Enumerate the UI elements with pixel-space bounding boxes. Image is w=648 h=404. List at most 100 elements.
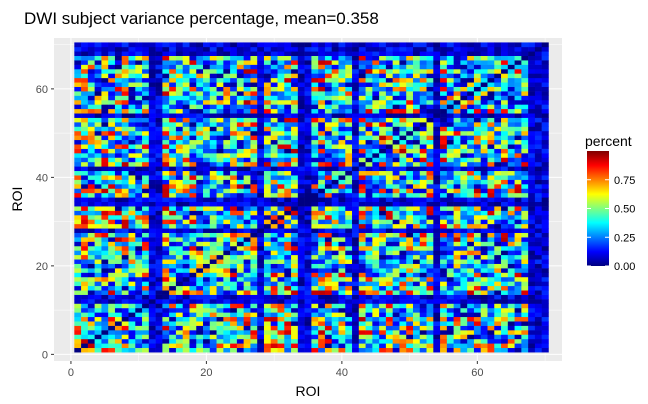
heatmap-cell — [121, 135, 129, 141]
heatmap-cell — [372, 104, 380, 110]
heatmap-cell — [148, 237, 156, 242]
heatmap-cell — [121, 294, 129, 300]
heatmap-cell — [433, 51, 441, 56]
heatmap-cell — [453, 338, 461, 344]
heatmap-cell — [216, 99, 224, 105]
heatmap-cell — [487, 73, 495, 79]
heatmap-cell — [114, 91, 123, 96]
heatmap-cell — [128, 303, 136, 309]
heatmap-cell — [94, 144, 102, 149]
heatmap-cell — [155, 312, 163, 318]
heatmap-cell — [250, 86, 258, 92]
heatmap-cell — [74, 232, 82, 238]
heatmap-cell — [324, 148, 333, 154]
heatmap-cell — [440, 68, 448, 74]
heatmap-cell — [480, 60, 488, 65]
heatmap-cell — [196, 42, 204, 48]
heatmap-cell — [528, 166, 536, 172]
heatmap-cell — [291, 290, 299, 295]
heatmap-cell — [473, 250, 482, 256]
heatmap-cell — [169, 130, 177, 136]
heatmap-cell — [433, 201, 441, 207]
heatmap-cell — [142, 334, 150, 340]
heatmap-cell — [426, 184, 434, 189]
heatmap-cell — [142, 77, 150, 83]
heatmap-cell — [311, 170, 319, 176]
heatmap-cell — [155, 201, 163, 207]
heatmap-cell — [446, 294, 454, 300]
heatmap-cell — [135, 117, 143, 123]
heatmap-cell — [379, 108, 387, 114]
heatmap-cell — [121, 179, 129, 185]
heatmap-cell — [108, 330, 116, 335]
heatmap-cell — [473, 338, 482, 344]
heatmap-cell — [189, 210, 197, 216]
heatmap-cell — [209, 321, 217, 326]
heatmap-cell — [81, 334, 89, 340]
heatmap-cell — [426, 64, 434, 70]
heatmap-cell — [250, 241, 258, 247]
heatmap-cell — [169, 86, 177, 92]
heatmap-cell — [311, 210, 319, 216]
heatmap-cell — [392, 104, 400, 110]
heatmap-cell — [501, 223, 509, 229]
heatmap-cell — [473, 130, 482, 136]
heatmap-cell — [270, 64, 278, 70]
heatmap-cell — [528, 294, 536, 300]
heatmap-cell — [345, 179, 353, 185]
heatmap-cell — [534, 228, 542, 233]
heatmap-cell — [487, 228, 495, 233]
heatmap-cell — [87, 179, 95, 185]
heatmap-cell — [284, 161, 292, 167]
heatmap-cell — [216, 206, 224, 211]
heatmap-cell — [372, 223, 380, 229]
heatmap-cell — [182, 303, 190, 309]
heatmap-cell — [412, 91, 421, 96]
heatmap-cell — [250, 161, 258, 167]
heatmap-cell — [480, 64, 488, 70]
heatmap-cell — [101, 214, 109, 220]
heatmap-cell — [528, 206, 536, 211]
heatmap-cell — [487, 214, 495, 220]
heatmap-cell — [385, 259, 393, 264]
heatmap-cell — [142, 228, 150, 233]
heatmap-cell — [148, 334, 156, 340]
heatmap-cell — [304, 259, 312, 264]
heatmap-cell — [365, 130, 373, 136]
heatmap-cell — [209, 290, 217, 295]
heatmap-cell — [182, 117, 190, 123]
heatmap-cell — [87, 51, 95, 56]
heatmap-cell — [358, 259, 366, 264]
heatmap-cell — [277, 99, 285, 105]
heatmap-cell — [379, 316, 387, 322]
heatmap-cell — [440, 219, 448, 225]
heatmap-cell — [514, 122, 522, 127]
heatmap-cell — [169, 170, 177, 176]
heatmap-cell — [142, 268, 150, 273]
heatmap-cell — [135, 237, 143, 242]
heatmap-cell — [81, 73, 89, 79]
heatmap-cell — [270, 148, 278, 154]
heatmap-cell — [277, 157, 285, 163]
heatmap-cell — [507, 285, 515, 291]
heatmap-cell — [528, 276, 536, 282]
heatmap-cell — [406, 268, 414, 273]
heatmap-cell — [473, 144, 482, 149]
heatmap-cell — [541, 60, 549, 65]
heatmap-cell — [216, 197, 224, 203]
heatmap-cell — [203, 281, 211, 287]
heatmap-cell — [223, 184, 231, 189]
heatmap-cell — [236, 175, 244, 180]
heatmap-cell — [135, 108, 143, 114]
heatmap-cell — [230, 343, 238, 349]
heatmap-cell — [338, 237, 346, 242]
heatmap-cell — [460, 210, 468, 216]
heatmap-cell — [324, 263, 333, 269]
heatmap-cell — [467, 206, 475, 211]
heatmap-cell — [392, 139, 400, 145]
heatmap-cell — [412, 272, 421, 278]
heatmap-cell — [494, 82, 502, 87]
heatmap-cell — [175, 153, 183, 158]
heatmap-cell — [473, 42, 482, 48]
heatmap-cell — [216, 55, 224, 61]
